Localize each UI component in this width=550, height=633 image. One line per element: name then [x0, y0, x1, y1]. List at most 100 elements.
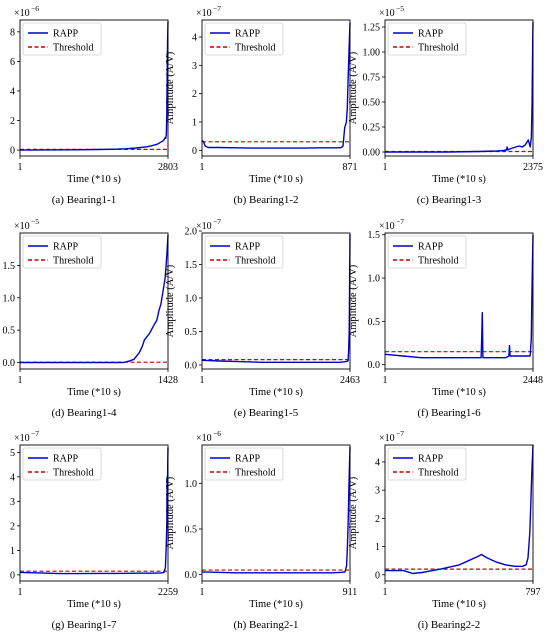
subplot-caption: (d) Bearing1-4 — [51, 407, 117, 419]
y-scale-multiplier: ×10 — [196, 433, 212, 444]
y-tick-label: 2 — [10, 116, 15, 127]
legend: RAPP Threshold — [387, 22, 467, 56]
subplot-5: 0.0 0.5 1.0 1.5 2.0 1 2463 ×10 −7 Time (*10 s) Amp… — [165, 217, 360, 419]
y-tick-label: 1 — [192, 118, 197, 129]
legend-rapp-label: RAPP — [53, 454, 78, 465]
legend: RAPP Threshold — [22, 235, 102, 269]
y-tick-label: 0.25 — [363, 123, 381, 134]
y-tick-label: 1 — [10, 546, 15, 557]
y-scale-exponent: −5 — [396, 4, 404, 13]
legend-rapp-label: RAPP — [235, 454, 260, 465]
subplot-caption: (a) Bearing1-1 — [52, 194, 116, 206]
y-scale-exponent: −6 — [213, 429, 221, 438]
subplot-caption: (h) Bearing2-1 — [233, 619, 298, 631]
x-tick-label: 1 — [383, 375, 388, 386]
y-tick-label: 8 — [10, 27, 15, 38]
legend-threshold-label: Threshold — [235, 43, 276, 54]
y-scale-exponent: −5 — [31, 217, 39, 226]
x-tick-label: 1 — [18, 587, 23, 598]
axes-frame — [201, 444, 351, 582]
y-tick-label: 6 — [10, 57, 15, 68]
subplot-6: 0.0 0.5 1.0 1.5 1 2448 ×10 −7 Time (*10 s) Amplit… — [348, 217, 543, 419]
legend-threshold-label: Threshold — [235, 468, 276, 479]
rapp-series-line — [385, 444, 534, 575]
y-scale-multiplier: ×10 — [379, 8, 395, 19]
y-scale-exponent: −7 — [213, 4, 221, 13]
x-tick-label: 1 — [383, 587, 388, 598]
legend: RAPP Threshold — [204, 22, 284, 56]
x-axis-label: Time (*10 s) — [432, 599, 486, 610]
axes-frame — [201, 19, 351, 157]
y-tick-label: 4 — [10, 86, 15, 97]
subplot-4: 0.0 0.5 1.0 1.5 1 1428 ×10−5 Time (*10 s) Amplit… — [3, 217, 179, 419]
legend-threshold-label: Threshold — [418, 468, 459, 479]
y-tick-label: 1.5 — [185, 260, 198, 271]
y-scale-exponent: −7 — [396, 217, 404, 226]
y-tick-label: 0.5 — [368, 317, 381, 328]
legend-threshold-label: Threshold — [53, 468, 94, 479]
rapp-series-line — [201, 234, 351, 363]
legend: RAPP Threshold — [22, 447, 102, 481]
x-tick-label: 797 — [526, 587, 541, 598]
legend: RAPP Threshold — [387, 235, 467, 269]
y-scale-exponent: −7 — [31, 429, 39, 438]
legend: RAPP Threshold — [387, 447, 467, 481]
subplot-3: 0.00 0.25 0.50 0.75 1.00 1.25 1 2375 ×10 −5 Time (… — [348, 4, 543, 206]
x-tick-label: 1 — [200, 162, 205, 173]
x-tick-label: 871 — [343, 162, 358, 173]
y-tick-label: 3 — [375, 486, 380, 497]
y-tick-label: 0 — [10, 146, 15, 157]
y-scale-multiplier: ×10 — [379, 221, 395, 232]
subplot-caption: (b) Bearing1-2 — [233, 194, 298, 206]
y-tick-label: 2 — [375, 514, 380, 525]
subplot-caption: (e) Bearing1-5 — [234, 407, 299, 419]
subplot-caption: (f) Bearing1-6 — [417, 407, 481, 419]
y-tick-label: 0.0 — [185, 570, 198, 581]
y-tick-label: 0.50 — [363, 98, 381, 109]
legend-rapp-label: RAPP — [418, 242, 443, 253]
y-scale-multiplier: ×10 — [14, 433, 30, 444]
y-tick-label: 1.0 — [185, 293, 198, 304]
legend-rapp-label: RAPP — [235, 242, 260, 253]
x-axis-label: Time (*10 s) — [249, 174, 303, 185]
x-tick-label: 2463 — [340, 375, 360, 386]
rapp-series-line — [19, 447, 169, 575]
y-tick-label: 4 — [192, 33, 197, 44]
y-tick-label: 1.0 — [368, 274, 381, 285]
x-tick-label: 2448 — [523, 375, 543, 386]
subplot-caption: (g) Bearing1-7 — [51, 619, 117, 631]
y-scale-exponent: −7 — [396, 429, 404, 438]
x-tick-label: 2375 — [523, 162, 543, 173]
legend-rapp-label: RAPP — [235, 29, 260, 40]
legend-rapp-label: RAPP — [53, 29, 78, 40]
y-scale-multiplier: ×10 — [14, 8, 30, 19]
y-tick-label: 5 — [10, 448, 15, 459]
y-tick-label: 0.5 — [185, 524, 198, 535]
x-axis-label: Time (*10 s) — [249, 599, 303, 610]
y-tick-label: 2 — [10, 521, 15, 532]
y-tick-label: 3 — [192, 61, 197, 72]
y-axis-label: Amplitude (A/V) — [348, 51, 359, 124]
y-tick-label: 4 — [10, 472, 15, 483]
x-axis-label: Time (*10 s) — [67, 174, 121, 185]
rapp-series-line — [20, 234, 169, 364]
x-tick-label: 911 — [343, 587, 358, 598]
x-tick-label: 1 — [18, 162, 23, 173]
rapp-series-line — [201, 22, 351, 149]
y-scale-multiplier: ×10 — [14, 221, 30, 232]
y-tick-label: 0.00 — [363, 148, 381, 159]
y-tick-label: 0.0 — [3, 358, 16, 369]
x-tick-label: 1 — [200, 587, 205, 598]
legend-threshold-label: Threshold — [418, 43, 459, 54]
x-tick-label: 2259 — [158, 587, 178, 598]
y-tick-label: 0.75 — [363, 73, 381, 84]
rapp-series-line — [19, 21, 169, 151]
x-tick-label: 1 — [200, 375, 205, 386]
y-tick-label: 1.0 — [185, 479, 198, 490]
x-tick-label: 2803 — [158, 162, 178, 173]
y-scale-exponent: −6 — [31, 4, 39, 13]
y-tick-label: 1.5 — [368, 230, 381, 241]
y-tick-label: 0.5 — [185, 327, 198, 338]
